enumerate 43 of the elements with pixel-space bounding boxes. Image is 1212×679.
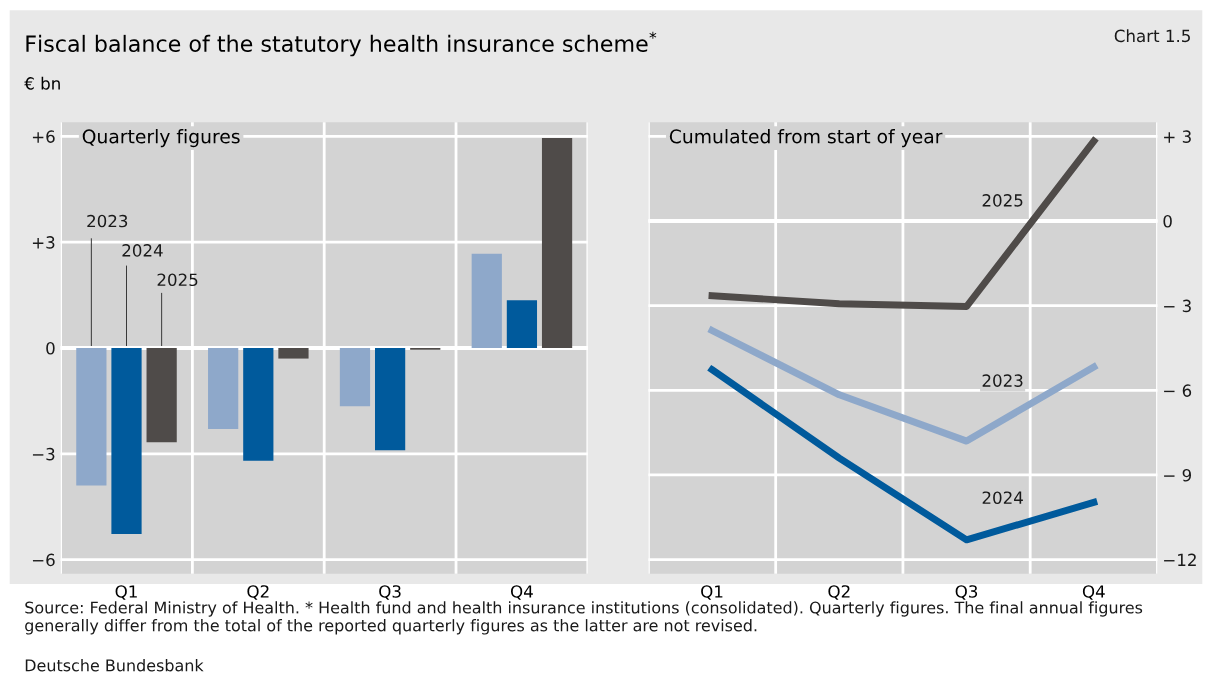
y-tick-label: − 6	[1164, 384, 1192, 397]
bar	[146, 347, 177, 443]
bar	[541, 138, 573, 348]
y-tick-label: +3	[32, 236, 55, 249]
text: 2023	[87, 214, 128, 228]
chart-subtitle: Cumulated from start of year	[669, 128, 943, 148]
bar	[208, 347, 239, 430]
bar	[471, 253, 502, 348]
x-tick-label: Q1	[115, 585, 137, 600]
y-tick-label: −12	[1164, 553, 1196, 566]
bar	[76, 347, 107, 486]
y-tick-label: 0	[46, 341, 55, 355]
series-label: 2024	[982, 491, 1023, 504]
text: 2025	[157, 273, 198, 287]
x-tick-label: Q2	[247, 585, 269, 600]
chart-subtitle: Quarterly figures	[82, 128, 240, 148]
x-tick-label: Q2	[828, 585, 850, 600]
x-tick-label: Q4	[1082, 585, 1105, 600]
y-tick-label: 0	[1163, 214, 1172, 228]
bar	[339, 347, 371, 407]
x-tick-label: Q1	[701, 585, 723, 600]
y-tick-label: − 9	[1164, 468, 1192, 482]
text: Deutsche Bundesbank	[25, 659, 204, 672]
y-tick-label: −3	[32, 447, 55, 461]
bar	[111, 347, 142, 534]
bar	[243, 347, 274, 461]
y-axis-title: € bn	[24, 76, 60, 90]
y-tick-label: +6	[32, 130, 55, 143]
x-tick-label: Q4	[510, 585, 533, 600]
series-label: 2025	[982, 194, 1023, 207]
y-tick-label: −6	[32, 553, 55, 567]
series-label: 2023	[982, 374, 1023, 387]
x-tick-label: Q3	[379, 585, 401, 600]
bar	[278, 347, 309, 359]
bar	[506, 300, 538, 348]
source-note: Source: Federal Ministry of Health. * Health fund and health insurance institutions (consolidated). Quarterly figures. The final annual figures generally differ from the total of the reported quarterly figures as the latter are not revised.	[25, 601, 1143, 635]
chart-title: Fiscal balance of the statutory health insurance scheme$^{*}$	[26, 31, 657, 57]
y-tick-label: + 3	[1164, 130, 1191, 143]
x-tick-label: Q3	[955, 585, 978, 600]
y-tick-label: − 3	[1164, 299, 1191, 313]
text: 2024	[122, 244, 163, 257]
caption: Chart 1.5	[1114, 29, 1190, 43]
bar	[375, 347, 406, 451]
